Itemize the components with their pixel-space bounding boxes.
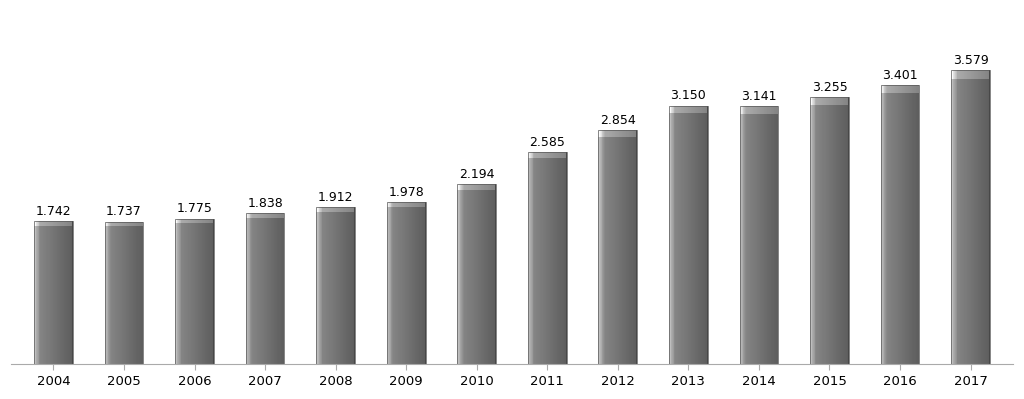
Text: 2.854: 2.854 xyxy=(600,114,636,126)
Bar xyxy=(246,213,285,364)
Text: 1.742: 1.742 xyxy=(36,205,72,218)
Bar xyxy=(739,107,778,364)
Bar xyxy=(316,207,355,364)
Text: 2.194: 2.194 xyxy=(459,168,495,181)
Bar xyxy=(34,221,73,364)
Bar xyxy=(951,70,990,364)
Text: 1.838: 1.838 xyxy=(247,197,283,210)
Text: 1.737: 1.737 xyxy=(106,205,142,218)
Text: 1.978: 1.978 xyxy=(388,186,424,199)
Text: 3.141: 3.141 xyxy=(741,90,776,103)
Text: 3.401: 3.401 xyxy=(883,69,918,82)
Bar xyxy=(669,106,708,364)
Text: 1.775: 1.775 xyxy=(176,202,212,215)
Bar xyxy=(810,97,849,364)
Text: 2.585: 2.585 xyxy=(529,136,565,149)
Text: 3.255: 3.255 xyxy=(812,81,847,94)
Text: 3.150: 3.150 xyxy=(671,89,707,102)
Bar xyxy=(458,184,496,364)
Bar xyxy=(881,85,920,364)
Text: 3.579: 3.579 xyxy=(952,54,988,67)
Text: 1.912: 1.912 xyxy=(317,191,353,204)
Bar xyxy=(528,152,566,364)
Bar xyxy=(104,222,143,364)
Bar xyxy=(175,219,214,364)
Bar xyxy=(598,130,637,364)
Bar xyxy=(387,202,426,364)
